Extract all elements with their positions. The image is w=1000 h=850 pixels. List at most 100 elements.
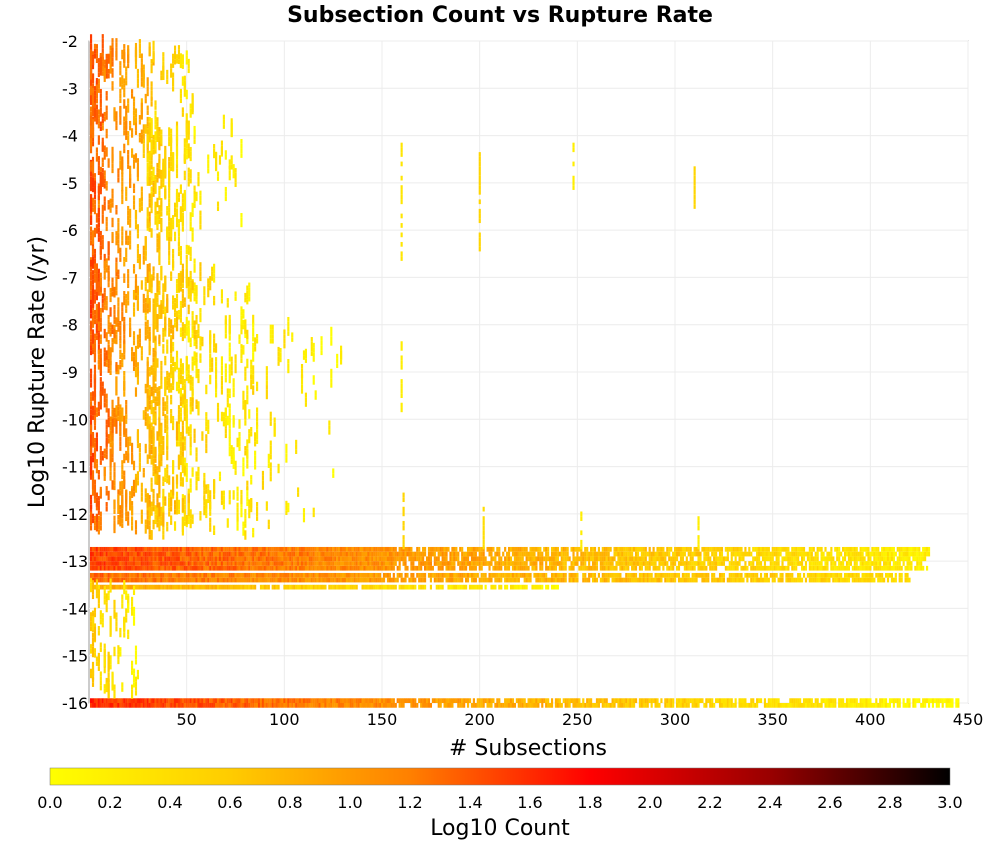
heatmap-cell (89, 259, 93, 265)
heatmap-cell (560, 565, 563, 571)
heatmap-cell (129, 703, 132, 708)
heatmap-cell (338, 698, 341, 703)
heatmap-cell (718, 561, 722, 566)
heatmap-cell (687, 703, 690, 708)
heatmap-cell (109, 703, 112, 708)
heatmap-cell (97, 114, 100, 119)
heatmap-cell (285, 565, 288, 571)
heatmap-cell (134, 698, 138, 703)
heatmap-cell (445, 561, 448, 566)
heatmap-cell (218, 565, 222, 571)
heatmap-cell (390, 565, 393, 571)
heatmap-cell (517, 551, 520, 557)
heatmap-cell (213, 577, 216, 583)
heatmap-cell (156, 302, 159, 307)
heatmap-cell (920, 551, 923, 557)
heatmap-cell (230, 561, 233, 566)
heatmap-cell (125, 80, 128, 86)
heatmap-cell (773, 561, 776, 566)
heatmap-cell (322, 572, 325, 578)
heatmap-cell (113, 698, 116, 703)
heatmap-cell (916, 546, 919, 552)
heatmap-cell (382, 551, 386, 557)
heatmap-cell (390, 584, 393, 590)
heatmap-cell (793, 556, 796, 562)
heatmap-cell (867, 572, 870, 578)
heatmap-cell (564, 546, 567, 552)
heatmap-cell (574, 698, 577, 703)
heatmap-cell (105, 572, 108, 578)
heatmap-cell (420, 561, 423, 566)
heatmap-cell (144, 315, 147, 321)
heatmap-cell (681, 703, 684, 708)
heatmap-cell (511, 565, 515, 571)
heatmap-cell (361, 698, 364, 703)
heatmap-cell (431, 565, 434, 571)
heatmap-cell (146, 577, 149, 583)
heatmap-cell (103, 116, 106, 122)
heatmap-cell (300, 577, 304, 583)
heatmap-cell (392, 556, 395, 562)
heatmap-cell (285, 546, 288, 552)
heatmap-cell (95, 308, 98, 314)
heatmap-cell (269, 561, 272, 566)
heatmap-cell (340, 565, 343, 571)
heatmap-cell (201, 584, 204, 590)
heatmap-cell (91, 250, 95, 256)
heatmap-cell (158, 260, 161, 266)
heatmap-cell (187, 546, 190, 552)
heatmap-cell (170, 227, 173, 233)
heatmap-cell (123, 698, 126, 703)
heatmap-cell (654, 698, 657, 703)
heatmap-cell (740, 577, 743, 583)
heatmap-cell (406, 584, 409, 590)
heatmap-cell (166, 572, 169, 578)
heatmap-cell (373, 556, 376, 562)
heatmap-cell (785, 546, 788, 552)
heatmap-cell (830, 561, 833, 566)
heatmap-cell (156, 561, 159, 566)
heatmap-cell (115, 38, 118, 43)
heatmap-cell (121, 698, 124, 703)
heatmap-cell (244, 572, 247, 578)
heatmap-cell (287, 703, 290, 708)
heatmap-cell (580, 565, 583, 571)
heatmap-cell (134, 117, 138, 123)
heatmap-cell (693, 561, 696, 566)
heatmap-cell (455, 551, 458, 557)
heatmap-cell (451, 698, 454, 703)
heatmap-cell (375, 584, 378, 590)
heatmap-cell (633, 577, 636, 583)
heatmap-cell (601, 572, 604, 578)
heatmap-cell (861, 551, 864, 557)
heatmap-cell (523, 572, 526, 578)
heatmap-cell (451, 565, 454, 571)
heatmap-cell (629, 703, 632, 708)
heatmap-cell (410, 577, 413, 583)
heatmap-cell (748, 703, 751, 708)
heatmap-cell (109, 556, 112, 562)
heatmap-cell (152, 50, 155, 55)
heatmap-cell (269, 546, 272, 552)
heatmap-cell (140, 492, 143, 497)
heatmap-cell (554, 565, 558, 571)
heatmap-cell (916, 556, 919, 562)
heatmap-cell (148, 703, 151, 708)
heatmap-cell (107, 572, 110, 578)
heatmap-cell (138, 572, 141, 578)
heatmap-cell (783, 546, 786, 552)
heatmap-cell (416, 565, 419, 571)
heatmap-cell (371, 572, 374, 578)
heatmap-cell (93, 577, 97, 583)
heatmap-cell (392, 561, 395, 566)
heatmap-cell (308, 703, 311, 708)
heatmap-cell (105, 73, 108, 79)
heatmap-cell (199, 565, 202, 571)
heatmap-cell (625, 546, 628, 552)
heatmap-cell (379, 698, 382, 703)
heatmap-cell (89, 392, 93, 397)
heatmap-cell (480, 698, 483, 703)
heatmap-cell (320, 584, 323, 590)
heatmap-cell (281, 565, 284, 571)
heatmap-cell (568, 703, 571, 708)
